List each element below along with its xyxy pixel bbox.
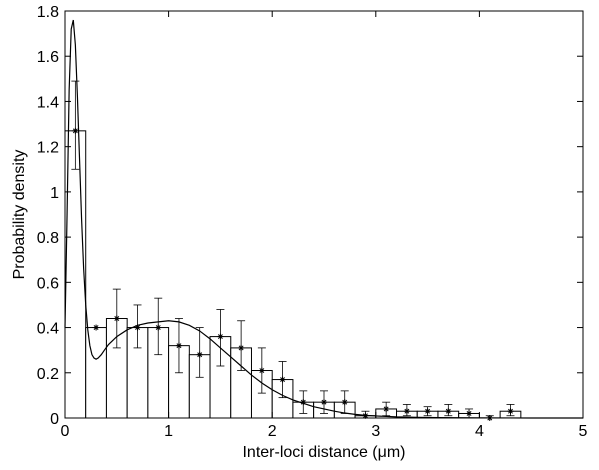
data-point-marker [403,408,410,415]
x-tick-label: 3 [371,423,380,440]
y-tick-label: 0.8 [37,230,59,247]
data-point-marker [196,351,203,358]
x-axis-label: Inter-loci distance (μm) [242,444,405,461]
y-tick-label: 0.4 [37,321,59,338]
data-point-marker [383,405,390,412]
x-tick-label: 5 [579,423,588,440]
data-point-marker [445,408,452,415]
y-tick-label: 0 [50,411,59,428]
data-point-marker [424,408,431,415]
data-point-marker [217,333,224,340]
y-tick-label: 1.4 [37,94,59,111]
data-point-marker [72,127,79,134]
error-bars [71,80,515,421]
y-tick-label: 1.8 [37,4,59,21]
y-tick-label: 0.2 [37,366,59,383]
data-point-marker [466,410,473,417]
data-point-marker [279,376,286,383]
x-tick-label: 0 [61,423,70,440]
x-tick-label: 4 [475,423,484,440]
data-point-marker [238,344,245,351]
y-tick-label: 1.6 [37,49,59,66]
fit-curve-layer [64,19,583,419]
data-point-marker [258,367,265,374]
y-tick-label: 0.6 [37,275,59,292]
data-point-marker [155,324,162,331]
plot-frame [64,10,584,419]
fit-curve [64,19,583,419]
data-point-marker [321,399,327,406]
data-point-marker [93,324,100,331]
histogram-bars [64,130,522,419]
data-point-marker [175,342,182,349]
y-tick-label: 1 [50,185,59,202]
data-point-marker [341,399,348,406]
data-point-marker [113,315,120,322]
axis-ticks: 0 1 2 3 4 5 0 0.2 0.4 0.6 0.8 1 1.2 1.4 1.6 1.8 [37,4,588,440]
x-tick-label: 2 [268,423,277,440]
y-axis-label: Probability density [11,150,28,280]
x-tick-label: 1 [164,423,173,440]
y-tick-label: 1.2 [37,140,59,157]
data-point-marker [507,408,514,415]
